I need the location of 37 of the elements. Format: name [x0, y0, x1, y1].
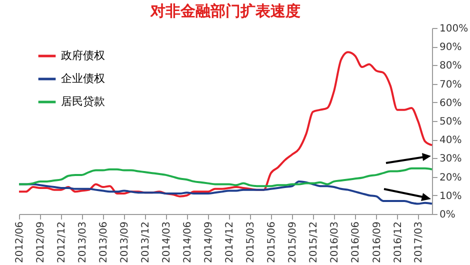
legend-label: 企业债权	[61, 72, 105, 85]
x-tick-label: 2014/03	[161, 222, 172, 264]
x-tick-label: 2014/06	[182, 222, 194, 264]
y-tick-label: 0%	[440, 210, 456, 220]
x-tick-label: 2015/03	[245, 222, 256, 264]
x-tick-label: 2017/03	[413, 222, 424, 264]
y-tick-label: 90%	[440, 42, 462, 54]
y-tick-label: 80%	[440, 60, 462, 72]
x-tick-label: 2016/12	[392, 222, 404, 264]
y-tick-label: 50%	[440, 116, 462, 128]
y-tick-label: 100%	[440, 24, 468, 34]
x-tick-label: 2012/12	[56, 222, 68, 264]
x-tick-label: 2013/03	[77, 222, 88, 264]
x-tick-label: 2016/09	[372, 222, 383, 264]
x-tick-label: 2015/06	[266, 222, 278, 264]
x-tick-label: 2015/09	[288, 222, 299, 264]
line-series	[18, 51, 433, 198]
y-tick-label: 40%	[440, 135, 462, 146]
x-tick-label: 2015/12	[308, 222, 320, 264]
chart-title: 对非金融部门扩表速度	[150, 2, 300, 20]
x-tick-label: 2013/09	[120, 222, 131, 264]
x-tick-label: 2014/09	[204, 222, 215, 264]
x-tick-label: 2016/03	[329, 222, 340, 264]
legend-label: 政府债权	[61, 49, 105, 62]
y-tick-label: 70%	[440, 79, 462, 90]
x-tick-label: 2012/06	[14, 222, 26, 264]
x-tick-label: 2013/12	[140, 222, 152, 264]
y-tick-label: 60%	[440, 98, 462, 109]
y-tick-label: 30%	[440, 154, 462, 165]
x-tick-label: 2014/12	[224, 222, 236, 264]
x-tick-label: 2013/06	[98, 222, 110, 264]
y-tick-label: 20%	[440, 172, 462, 184]
y-tick-label: 10%	[440, 190, 462, 202]
x-tick-label: 2016/06	[350, 222, 362, 264]
x-tick-label: 2012/09	[36, 222, 47, 264]
legend-label: 居民贷款	[61, 95, 105, 108]
line-series	[18, 167, 433, 188]
